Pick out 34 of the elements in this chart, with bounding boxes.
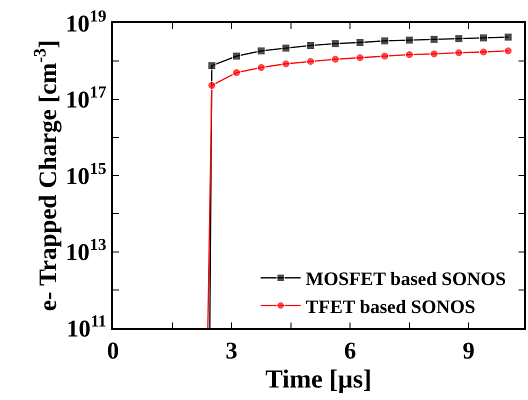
x-axis-title: Time [µs] [265, 364, 372, 394]
point [232, 68, 241, 78]
legend-label: MOSFET based SONOS [306, 269, 506, 290]
point [404, 36, 414, 45]
point [207, 61, 216, 70]
point [207, 80, 216, 90]
y-tick-label: 10$^{17}$ [66, 82, 106, 114]
point [504, 46, 513, 56]
point [306, 41, 316, 50]
y-tick-label: 10$^{13}$ [66, 235, 106, 266]
point [430, 49, 439, 58]
point [232, 52, 241, 61]
point [281, 44, 290, 53]
point [256, 46, 266, 56]
point [430, 34, 439, 44]
legend-label: TFET based SONOS [306, 296, 476, 318]
point [454, 34, 464, 44]
point [380, 36, 390, 46]
x-tick-label: 3 [226, 338, 238, 365]
y-tick-label: 10$^{15}$ [66, 158, 106, 190]
x-tick-label: 6 [344, 338, 356, 365]
point [380, 52, 390, 61]
point [504, 32, 513, 42]
point [454, 48, 464, 58]
x-tick-label: 9 [462, 338, 475, 365]
y-tick-label: 10$^{11}$ [66, 311, 106, 342]
point [281, 59, 290, 68]
y-tick-label: 10$^{19}$ [66, 6, 106, 38]
point [478, 33, 488, 42]
point [404, 50, 414, 60]
point [356, 53, 364, 62]
point [330, 39, 340, 48]
x-tick-label: 0 [107, 338, 119, 365]
point [330, 54, 340, 64]
